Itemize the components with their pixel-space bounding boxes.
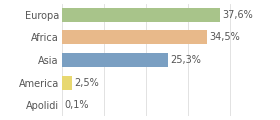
Bar [62, 8, 220, 22]
Text: 34,5%: 34,5% [209, 32, 240, 42]
Text: 0,1%: 0,1% [64, 100, 89, 110]
Bar [62, 53, 168, 67]
Text: 25,3%: 25,3% [170, 55, 201, 65]
Bar [62, 76, 72, 90]
Text: 2,5%: 2,5% [74, 78, 99, 88]
Text: 37,6%: 37,6% [222, 10, 253, 20]
Bar [62, 30, 206, 44]
